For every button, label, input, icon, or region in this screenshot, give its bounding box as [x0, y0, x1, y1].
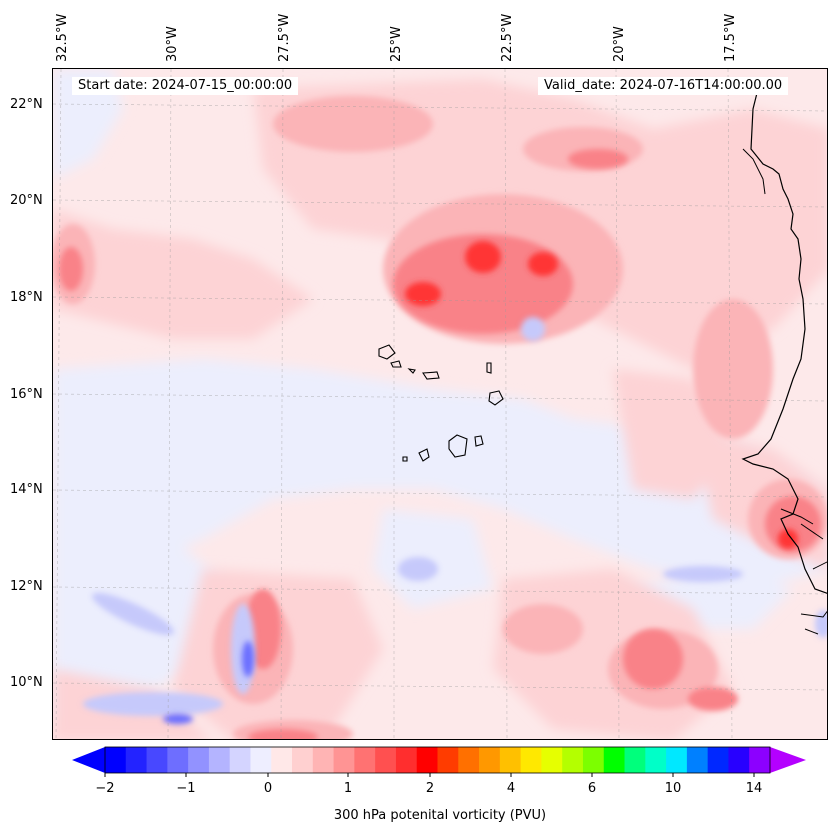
valid-date-label: Valid_date: 2024-07-16T14:00:00.00: [538, 77, 789, 95]
colorbar-tick-neg1: −1: [176, 781, 196, 796]
pv-field-map: [53, 69, 827, 739]
colorbar-outline: [104, 746, 771, 774]
colorbar-tick-marks: [104, 773, 755, 777]
colorbar-tick-0: 0: [263, 781, 273, 796]
colorbar-segment: [333, 747, 355, 773]
colorbar-left-arrow: [72, 747, 105, 773]
lon-label-22-5w: 22.5°W: [500, 13, 515, 62]
colorbar-segment: [520, 747, 543, 773]
lon-label-32-5w: 32.5°W: [55, 13, 70, 62]
colorbar-segment: [125, 747, 148, 773]
colorbar-segment: [458, 747, 480, 773]
colorbar: [72, 746, 806, 777]
peak-pv-cores: [405, 241, 798, 549]
lat-label-14n: 14°N: [10, 482, 43, 497]
colorbar-segment: [375, 747, 397, 773]
colorbar-tick-4: 4: [506, 781, 516, 796]
deep-negative-pv-cores: [163, 641, 254, 724]
africa-coastline: [741, 88, 827, 594]
lat-label-20n: 20°N: [10, 193, 43, 208]
lat-label-18n: 18°N: [10, 290, 43, 305]
graticule: [53, 69, 827, 739]
lon-label-25w: 25°W: [389, 26, 404, 62]
colorbar-right-arrow: [770, 747, 806, 773]
colorbar-segment: [437, 747, 459, 773]
lon-label-27-5w: 27.5°W: [277, 13, 292, 62]
colorbar-segment: [395, 747, 418, 773]
colorbar-segment: [354, 747, 376, 773]
colorbar-tick-6: 6: [587, 781, 597, 796]
high-pv-regions: [59, 149, 821, 739]
colorbar-segment: [603, 747, 626, 773]
colorbar-segment: [707, 747, 730, 773]
lon-label-30w: 30°W: [165, 26, 180, 62]
colorbar-segment: [499, 747, 522, 773]
colorbar-segment: [582, 747, 605, 773]
start-date-label: Start date: 2024-07-15_00:00:00: [72, 77, 299, 95]
colorbar-tick-10: 10: [664, 781, 682, 796]
colorbar-segment: [624, 747, 646, 773]
colorbar-segment: [105, 747, 127, 773]
colorbar-segment: [167, 747, 189, 773]
lat-label-22n: 22°N: [10, 97, 43, 112]
colorbar-segment: [728, 747, 750, 773]
lat-label-16n: 16°N: [10, 387, 43, 402]
cape-verde-islands: [378, 344, 504, 462]
colorbar-segment: [208, 747, 231, 773]
lon-label-20w: 20°W: [612, 26, 627, 62]
lat-label-12n: 12°N: [10, 579, 43, 594]
colorbar-segment: [292, 747, 314, 773]
colorbar-segment: [686, 747, 709, 773]
colorbar-tick-14: 14: [745, 781, 763, 796]
colorbar-tick-1: 1: [343, 781, 353, 796]
colorbar-tick-2: 2: [425, 781, 435, 796]
map-panel[interactable]: [52, 68, 828, 740]
colorbar-segment: [416, 747, 439, 773]
lon-label-17-5w: 17.5°W: [723, 13, 738, 62]
colorbar-segment: [312, 747, 335, 773]
colorbar-segment: [645, 747, 667, 773]
colorbar-segment: [749, 747, 771, 773]
colorbar-segment: [271, 747, 293, 773]
colorbar-segment: [479, 747, 501, 773]
colorbar-segments: [105, 747, 771, 773]
colorbar-segment: [666, 747, 688, 773]
colorbar-segment: [541, 747, 563, 773]
colorbar-segment: [188, 747, 210, 773]
colorbar-segment: [250, 747, 272, 773]
colorbar-segment: [229, 747, 252, 773]
coast-detail: [742, 148, 827, 635]
colorbar-segment: [146, 747, 168, 773]
colorbar-tick-neg2: −2: [95, 781, 115, 796]
lat-label-10n: 10°N: [10, 675, 43, 690]
colorbar-segment: [562, 747, 584, 773]
colorbar-label: 300 hPa potenital vorticity (PVU): [333, 808, 547, 823]
